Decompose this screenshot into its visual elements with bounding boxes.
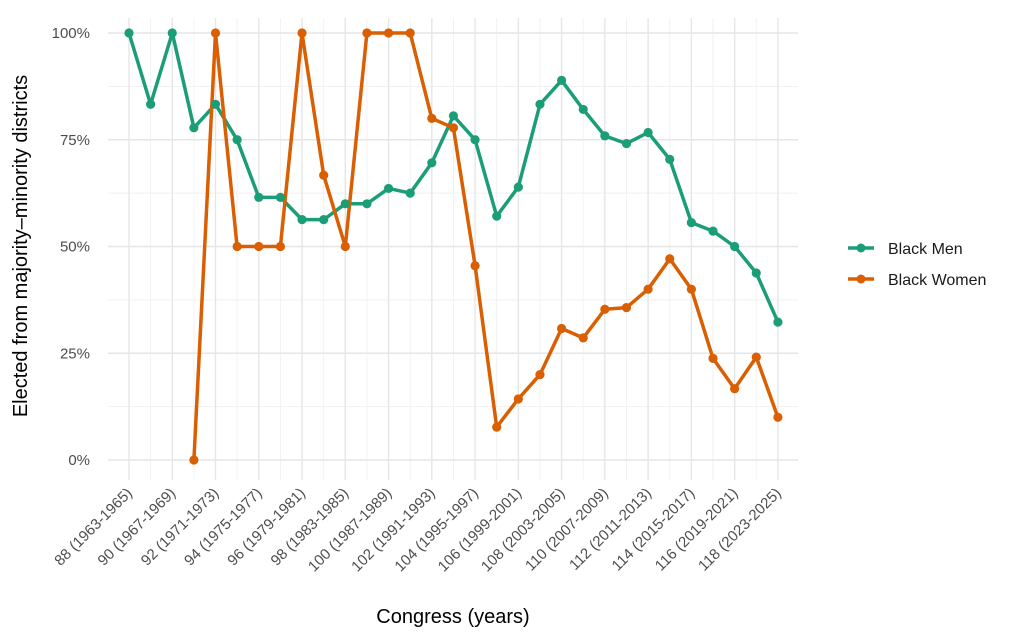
data-point-black-women (448, 123, 459, 133)
data-point-black-women (751, 352, 761, 362)
data-point-black-men (686, 217, 696, 228)
data-point-black-women (275, 241, 286, 252)
data-point-black-women (773, 412, 783, 422)
legend-label-black-women: Black Women (888, 272, 986, 289)
data-point-black-men (254, 192, 264, 202)
legend-label-black-men: Black Men (888, 241, 963, 258)
y-tick-label: 25% (60, 345, 90, 362)
data-point-black-women (730, 384, 740, 394)
data-point-black-women (643, 284, 653, 294)
data-point-black-women (578, 333, 588, 343)
data-point-black-men (730, 241, 740, 252)
data-point-black-men (773, 317, 783, 327)
data-point-black-men (578, 104, 588, 115)
x-tick-label: 94 (1975-1977) (181, 485, 266, 570)
data-point-black-women (665, 254, 675, 264)
data-point-black-women (383, 28, 394, 38)
y-tick-label: 50% (60, 239, 90, 256)
legend-marker-black-women (856, 274, 866, 284)
data-point-black-women (621, 302, 632, 313)
y-tick-label: 0% (68, 452, 90, 469)
data-point-black-women (210, 28, 221, 38)
data-point-black-men (383, 183, 394, 194)
data-point-black-men (513, 182, 523, 192)
x-tick-label: 92 (1971-1973) (138, 485, 223, 570)
x-tick-label: 96 (1979-1981) (224, 485, 309, 570)
data-point-black-men (232, 135, 242, 145)
data-point-black-women (708, 353, 718, 363)
data-point-black-men (708, 226, 718, 236)
legend: Black Men Black Women (848, 241, 986, 289)
x-tick-label: 90 (1967-1969) (95, 485, 180, 570)
data-point-black-men (167, 28, 177, 38)
data-point-black-women (600, 304, 610, 314)
data-point-black-men (297, 214, 307, 225)
data-point-black-men (600, 131, 610, 141)
x-axis-tick-labels: 88 (1963-1965)90 (1967-1969)92 (1971-197… (51, 485, 784, 575)
data-point-black-men (405, 188, 415, 198)
data-point-black-men (427, 158, 437, 168)
data-point-black-women (427, 113, 437, 123)
data-point-black-men (319, 214, 329, 225)
x-axis-label: Congress (years) (376, 606, 529, 628)
data-point-black-women (470, 261, 480, 271)
data-point-black-men (124, 28, 134, 38)
data-point-black-women (362, 28, 372, 38)
data-point-black-men (535, 99, 545, 109)
series-line-black-women (192, 31, 780, 462)
data-point-black-women (319, 170, 329, 180)
legend-item-black-women: Black Women (848, 272, 986, 289)
data-point-black-men (470, 135, 480, 145)
y-axis-label: Elected from majority–minority districts (10, 75, 32, 417)
data-point-black-women (557, 323, 567, 334)
data-point-black-men (751, 268, 761, 278)
data-point-black-men (146, 99, 156, 109)
data-point-black-men (275, 192, 286, 202)
data-point-black-men (621, 138, 632, 149)
legend-item-black-men: Black Men (848, 241, 963, 258)
minor-gridlines (108, 18, 798, 480)
data-point-black-women (189, 455, 199, 465)
data-point-black-women (254, 241, 264, 252)
data-point-black-men (340, 199, 350, 209)
y-axis-tick-labels: 0% 25% 50% 75% 100% (52, 25, 90, 469)
series-points (124, 28, 783, 465)
data-point-black-men (210, 99, 221, 109)
y-tick-label: 75% (60, 132, 90, 149)
data-point-black-women (513, 394, 523, 404)
data-point-black-men (492, 211, 502, 221)
data-point-black-women (405, 28, 415, 38)
data-point-black-men (557, 75, 567, 85)
x-tick-label: 98 (1983-1985) (268, 485, 353, 570)
data-point-black-men (665, 154, 675, 164)
data-point-black-women (340, 241, 350, 252)
data-point-black-women (686, 284, 696, 294)
data-point-black-women (535, 370, 545, 380)
data-point-black-men (362, 199, 372, 209)
y-tick-label: 100% (52, 25, 90, 42)
data-point-black-men (448, 111, 459, 121)
data-point-black-women (297, 28, 307, 38)
x-tick-label: 88 (1963-1965) (51, 485, 136, 570)
data-point-black-women (492, 422, 502, 432)
legend-marker-black-men (856, 243, 866, 253)
data-point-black-men (189, 123, 199, 133)
data-point-black-women (232, 241, 242, 252)
data-point-black-men (643, 127, 653, 138)
